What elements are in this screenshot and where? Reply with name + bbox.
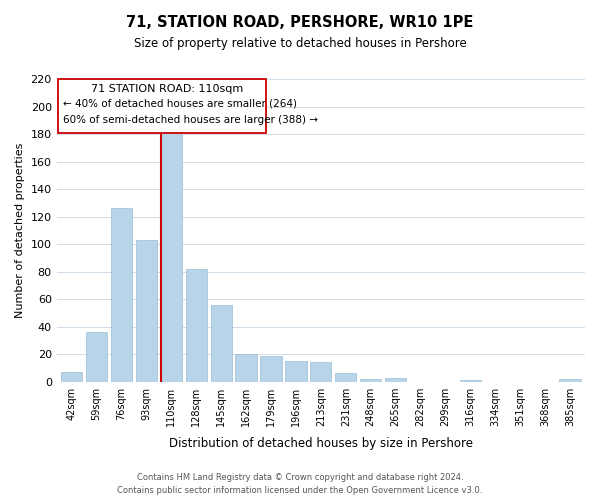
Text: Size of property relative to detached houses in Pershore: Size of property relative to detached ho… <box>134 38 466 51</box>
FancyBboxPatch shape <box>58 79 266 132</box>
Text: 71, STATION ROAD, PERSHORE, WR10 1PE: 71, STATION ROAD, PERSHORE, WR10 1PE <box>127 15 473 30</box>
Bar <box>260 356 281 382</box>
Bar <box>335 374 356 382</box>
Bar <box>286 361 307 382</box>
Bar <box>161 132 182 382</box>
Bar <box>86 332 107 382</box>
Bar <box>185 269 207 382</box>
Bar <box>385 378 406 382</box>
Bar <box>360 379 381 382</box>
Text: 60% of semi-detached houses are larger (388) →: 60% of semi-detached houses are larger (… <box>63 116 318 126</box>
Bar <box>460 380 481 382</box>
Text: Contains HM Land Registry data © Crown copyright and database right 2024.
Contai: Contains HM Land Registry data © Crown c… <box>118 474 482 495</box>
Bar <box>235 354 257 382</box>
Bar <box>559 379 581 382</box>
X-axis label: Distribution of detached houses by size in Pershore: Distribution of detached houses by size … <box>169 437 473 450</box>
Bar <box>111 208 132 382</box>
Bar <box>211 304 232 382</box>
Text: ← 40% of detached houses are smaller (264): ← 40% of detached houses are smaller (26… <box>63 99 297 109</box>
Bar <box>136 240 157 382</box>
Y-axis label: Number of detached properties: Number of detached properties <box>15 142 25 318</box>
Bar <box>61 372 82 382</box>
Text: 71 STATION ROAD: 110sqm: 71 STATION ROAD: 110sqm <box>91 84 243 94</box>
Bar <box>310 362 331 382</box>
